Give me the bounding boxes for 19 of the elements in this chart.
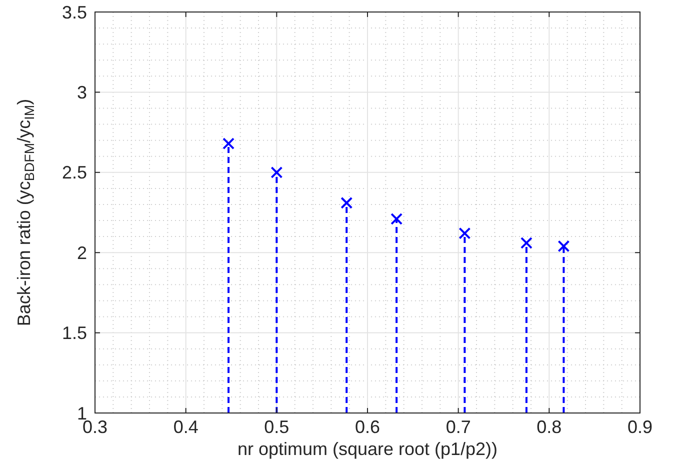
x-tick-label: 0.8 bbox=[536, 417, 562, 437]
y-tick-label: 3.5 bbox=[62, 2, 87, 22]
x-tick-label: 0.5 bbox=[264, 417, 290, 437]
point bbox=[458, 227, 471, 240]
point bbox=[390, 212, 403, 225]
y-tick-label: 1.5 bbox=[62, 323, 87, 344]
point bbox=[558, 240, 570, 252]
point bbox=[340, 196, 353, 209]
x-axis-title: nr optimum (square root (p1/p2)) bbox=[237, 439, 498, 459]
x-tick-label: 0.4 bbox=[173, 417, 198, 437]
x-tick-label: 0.6 bbox=[354, 417, 380, 437]
point bbox=[222, 138, 235, 150]
y-tick-label: 2.5 bbox=[62, 162, 87, 183]
point bbox=[520, 236, 532, 249]
y-tick-label: 3 bbox=[76, 82, 87, 102]
point bbox=[270, 166, 283, 178]
x-tick-label: 0.9 bbox=[627, 417, 653, 437]
y-tick-label: 2 bbox=[76, 242, 87, 263]
x-tick-label: 0.7 bbox=[446, 417, 471, 437]
